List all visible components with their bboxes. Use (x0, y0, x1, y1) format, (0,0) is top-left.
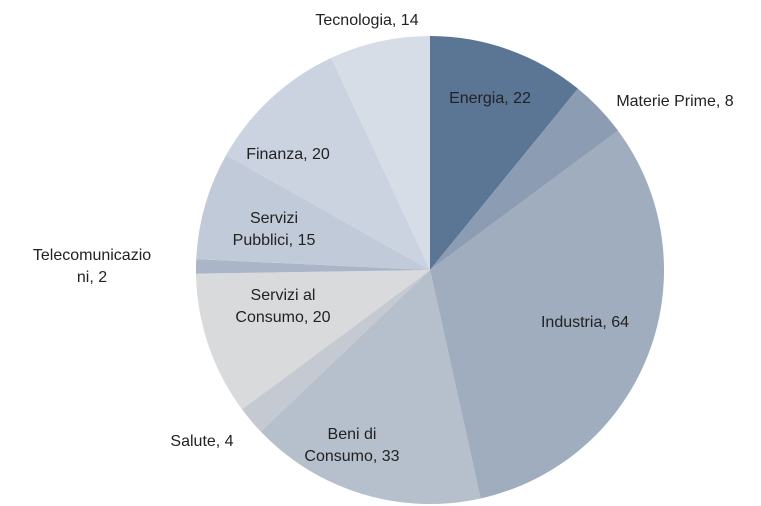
label-line: Finanza, 20 (246, 146, 330, 163)
label-line: Tecnologia, 14 (315, 12, 418, 29)
label-line: Salute, 4 (170, 433, 233, 450)
label-line: Beni di (328, 426, 377, 443)
pie-slice (196, 270, 430, 410)
pie-slice (430, 88, 619, 270)
label-line: Servizi al (251, 287, 316, 304)
label-line: Pubblici, 15 (233, 232, 316, 249)
pie-slice (196, 155, 430, 270)
pie-slice (430, 36, 578, 270)
pie-slice (331, 36, 430, 270)
slice-label: Telecomunicazio ni, 2 (33, 247, 151, 286)
slice-label: Materie Prime, 8 (616, 93, 733, 110)
label-line: ni, 2 (77, 269, 107, 286)
slice-label: Industria, 64 (541, 314, 629, 331)
pie-slice (430, 130, 665, 499)
label-line: Servizi (250, 210, 298, 227)
slice-label: Tecnologia, 14 (315, 12, 418, 29)
label-line: Consumo, 33 (304, 448, 399, 465)
label-line: Telecomunicazio (33, 247, 151, 264)
label-line: Consumo, 20 (235, 309, 330, 326)
pie-slice (196, 259, 430, 274)
pie-slice (226, 57, 430, 271)
label-line: Materie Prime, 8 (616, 93, 733, 110)
slice-label: Salute, 4 (170, 433, 233, 450)
slice-label: Servizi al Consumo, 20 (235, 287, 330, 326)
slice-label: Beni di Consumo, 33 (304, 426, 399, 465)
slice-label: Energia, 22 (449, 90, 531, 107)
pie-slice (260, 270, 481, 504)
slice-label: Finanza, 20 (246, 146, 330, 163)
pie-slice (241, 270, 430, 432)
label-line: Energia, 22 (449, 90, 531, 107)
label-line: Industria, 64 (541, 314, 629, 331)
slice-label: Servizi Pubblici, 15 (233, 210, 316, 249)
